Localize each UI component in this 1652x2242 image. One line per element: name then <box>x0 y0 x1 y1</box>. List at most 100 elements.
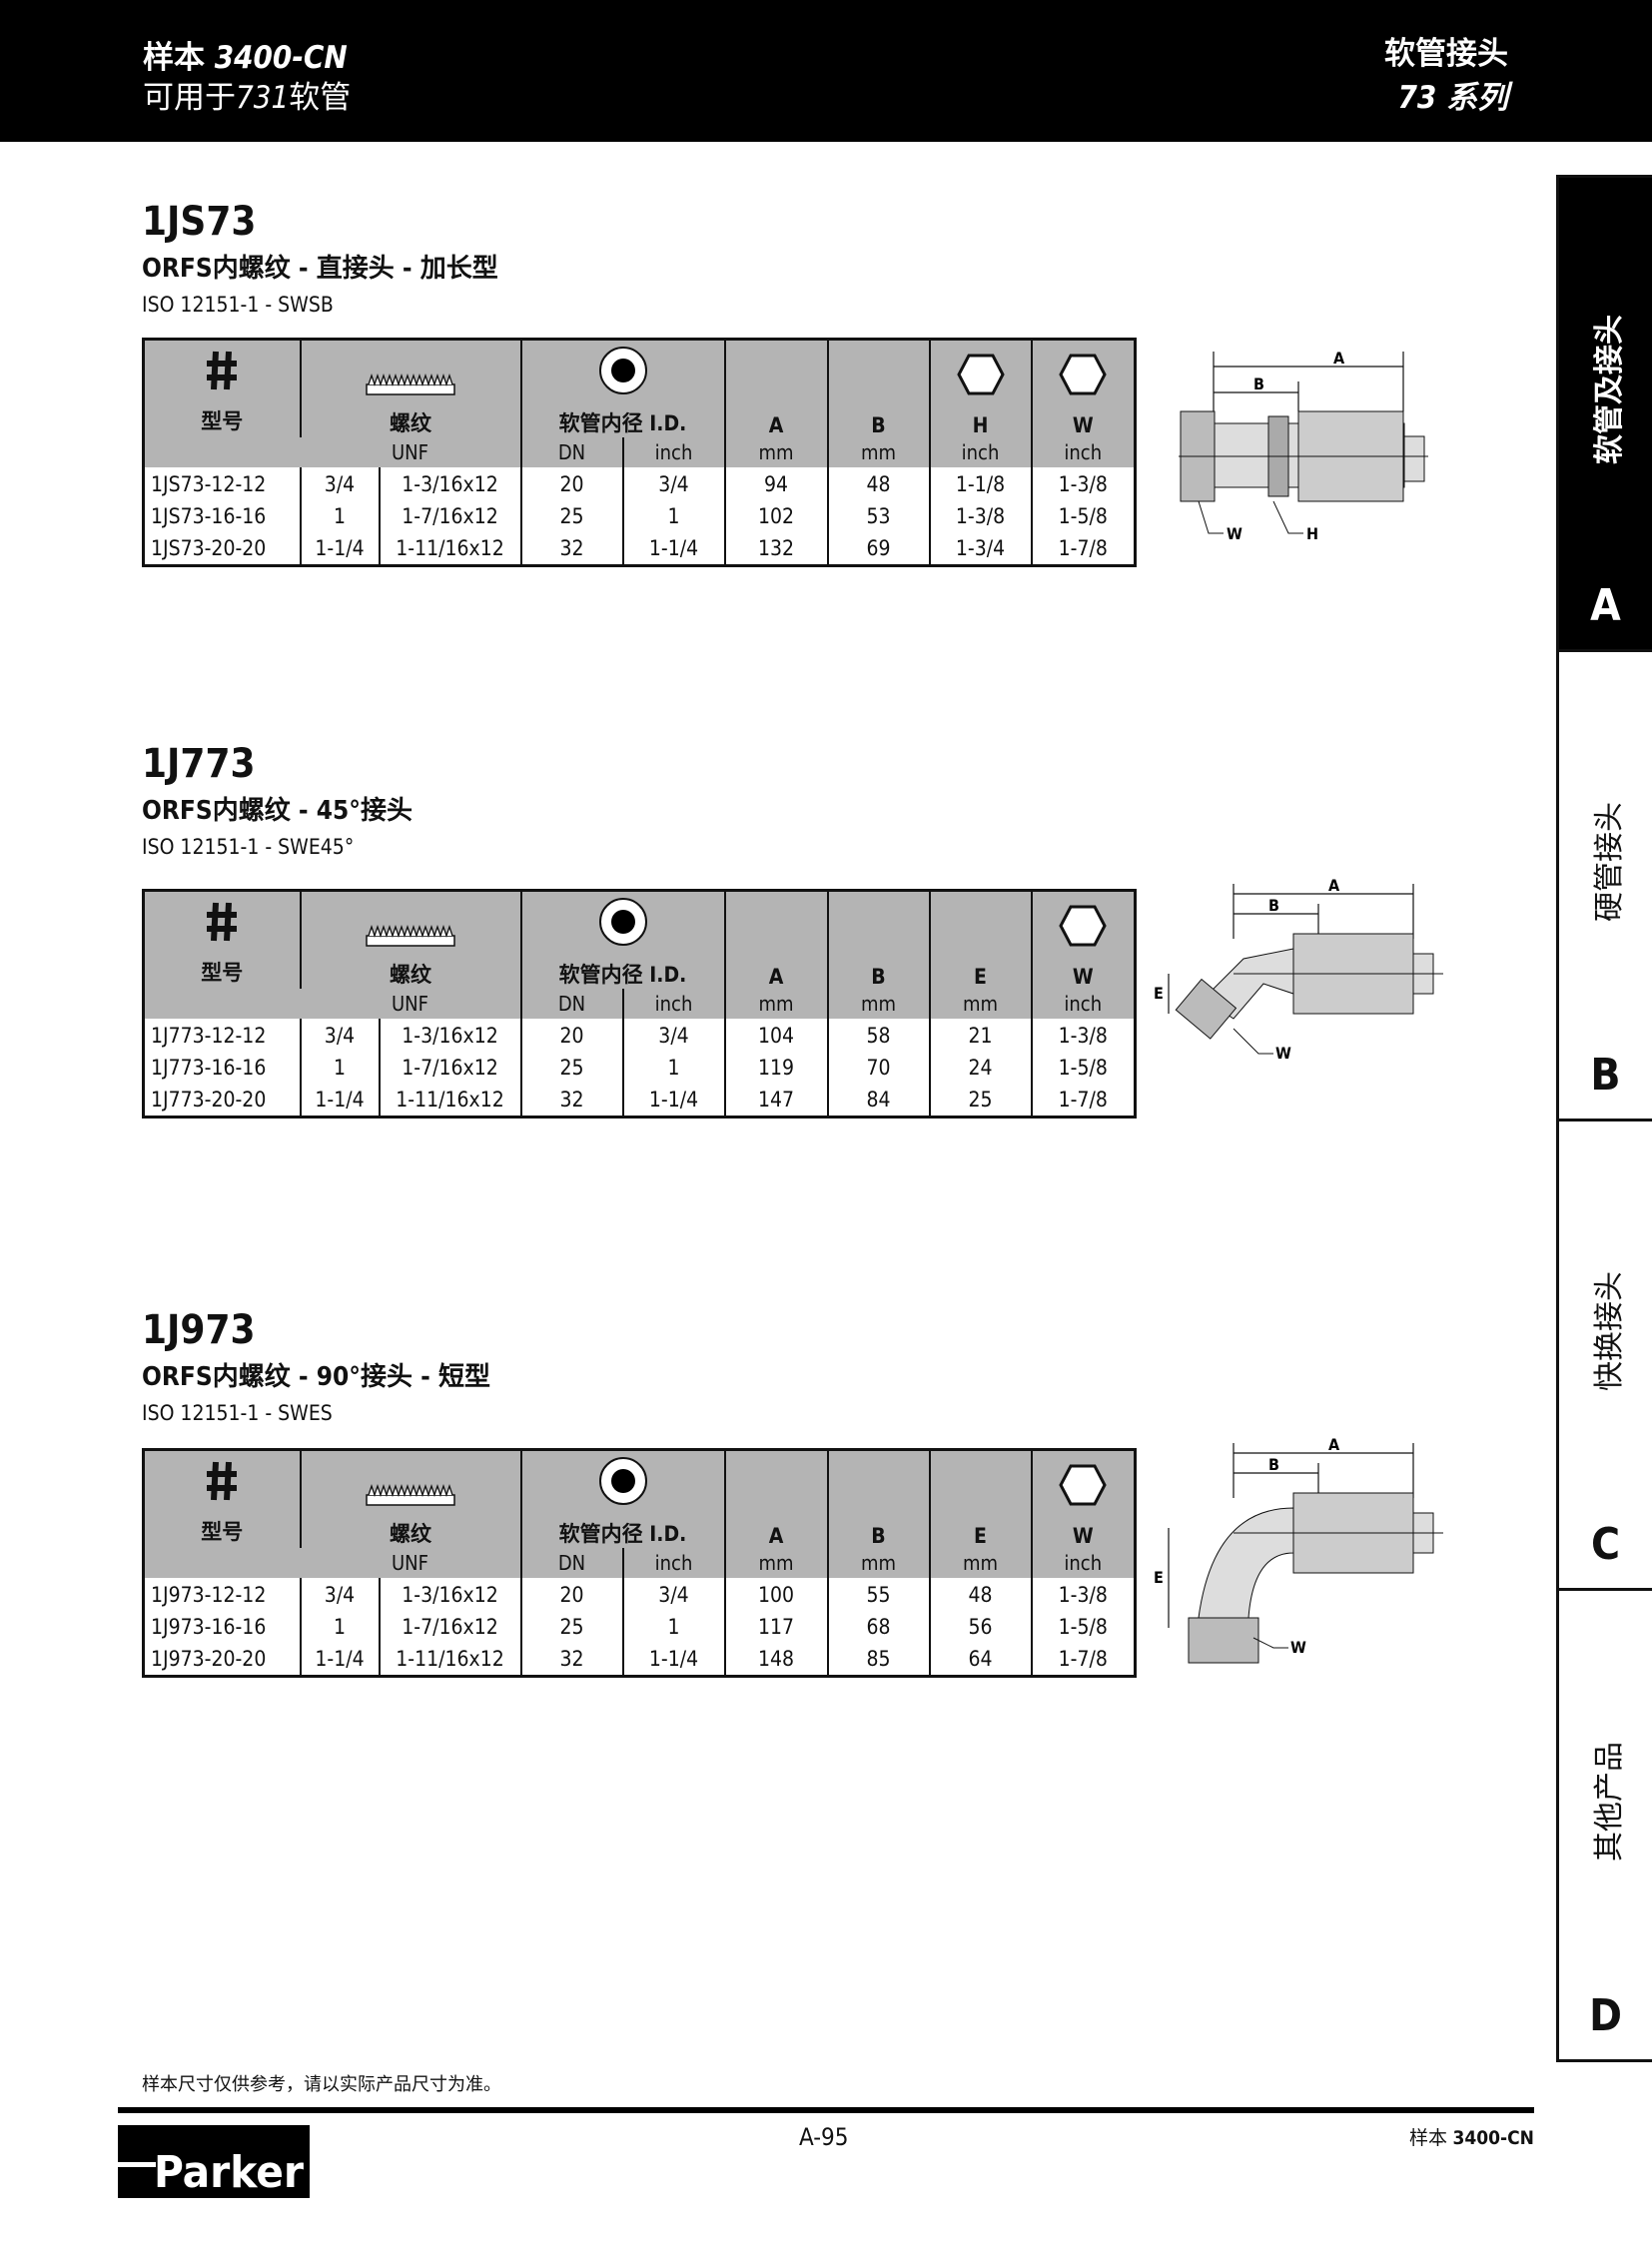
cell: 48 <box>826 466 930 500</box>
cell: 1-11/16x12 <box>378 532 521 566</box>
hash-icon <box>145 1459 300 1508</box>
side-tab-label: 快换接头 <box>1591 1271 1627 1392</box>
section-heading: 1JS73 ORFS内螺纹 - 直接头 - 加长型 ISO 12151-1 - SW… <box>142 200 498 317</box>
cell: 1-5/8 <box>1030 1610 1136 1644</box>
cell: 1-7/8 <box>1030 1084 1136 1118</box>
dim-unit: mm <box>928 1547 1032 1578</box>
cell: 3/4 <box>299 1577 380 1611</box>
45-degree-fitting-drawing: A B E W <box>1154 876 1443 1063</box>
cell: 147 <box>723 1084 828 1118</box>
hose-id-header: 软管内径 I.D. <box>519 952 725 989</box>
dim-unit: mm <box>723 436 828 467</box>
dim-b-label: B <box>1253 374 1264 393</box>
unf-unit: UNF <box>300 436 521 467</box>
cell: 1-3/16x12 <box>378 1577 521 1611</box>
thread-icon <box>299 339 521 401</box>
series-title: 73 系列 <box>1397 80 1508 116</box>
side-tab-key: C <box>1590 1519 1621 1570</box>
cell: 1 <box>621 499 725 533</box>
cell: 1-1/4 <box>621 532 725 566</box>
cell: 32 <box>519 532 623 566</box>
thread-header: 螺纹 <box>299 952 521 989</box>
dim-a-label: A <box>1333 349 1345 368</box>
cell: 1-3/8 <box>1030 1018 1136 1052</box>
part-number: 1J973-16-16 <box>142 1610 301 1644</box>
cell: 1-7/16x12 <box>378 499 521 533</box>
dn-unit: DN <box>519 436 623 467</box>
side-tab-d[interactable]: 其他产品 D <box>1556 1588 1652 2062</box>
dim-unit: mm <box>826 1547 930 1578</box>
part-header: 型号 <box>142 890 301 989</box>
table-row: 1J773-12-12 3/4 1-3/16x12 20 3/4 104 58 21 1-3/8 <box>142 1018 1136 1052</box>
dim-header: E <box>928 952 1032 989</box>
cell: 1-7/8 <box>1030 1643 1136 1677</box>
cell: 1 <box>299 499 380 533</box>
dim-unit: mm <box>928 988 1032 1019</box>
svg-text:Parker: Parker <box>154 2147 304 2198</box>
side-tab-a[interactable]: 软管及接头 A <box>1556 175 1652 649</box>
part-number: 1J773-16-16 <box>142 1051 301 1085</box>
thread-header: 螺纹 <box>299 1511 521 1548</box>
dim-header: W <box>1030 400 1136 437</box>
blank-icon-cell <box>928 890 1032 953</box>
cell: 1-5/8 <box>1030 1051 1136 1085</box>
dim-unit: mm <box>826 988 930 1019</box>
cell: 3/4 <box>299 466 380 500</box>
cell: 20 <box>519 1577 623 1611</box>
catalog-title: 样本 3400-CN <box>143 40 348 76</box>
90-degree-fitting-drawing: A B E W <box>1154 1435 1443 1664</box>
cell: 1-3/16x12 <box>378 1018 521 1052</box>
cell: 132 <box>723 532 828 566</box>
dn-unit: DN <box>519 1547 623 1578</box>
cell: 20 <box>519 466 623 500</box>
cell: 1-7/16x12 <box>378 1610 521 1644</box>
fitting-drawing: A B E W <box>1154 1435 1483 1682</box>
cell: 1 <box>299 1610 380 1644</box>
dim-w-label: W <box>1275 1044 1291 1063</box>
dim-unit: inch <box>928 436 1032 467</box>
dim-e-label: E <box>1154 1568 1164 1587</box>
cell: 1 <box>621 1051 725 1085</box>
cell: 20 <box>519 1018 623 1052</box>
iso-standard: ISO 12151-1 - SWES <box>142 1401 333 1425</box>
hose-id-header: 软管内径 I.D. <box>519 1511 725 1548</box>
dim-header: B <box>826 400 930 437</box>
cell: 1-1/4 <box>299 532 380 566</box>
dim-unit: inch <box>1030 436 1136 467</box>
dim-b-label: B <box>1268 896 1279 915</box>
hex-icon <box>1030 1449 1136 1512</box>
thread-icon <box>299 890 521 953</box>
hose-ring-icon <box>519 339 725 401</box>
table-row: 1J973-12-12 3/4 1-3/16x12 20 3/4 100 55 48 1-3/8 <box>142 1577 1136 1611</box>
part-number: 1J773-12-12 <box>142 1018 301 1052</box>
hash-icon <box>145 349 300 397</box>
blank-icon-cell <box>826 339 930 401</box>
product-subtitle: ORFS内螺纹 - 直接头 - 加长型 <box>142 254 498 284</box>
part-header: 型号 <box>142 1449 301 1548</box>
cell: 1-3/8 <box>1030 466 1136 500</box>
dim-header: E <box>928 1511 1032 1548</box>
thread-header: 螺纹 <box>299 400 521 437</box>
hose-id-header: 软管内径 I.D. <box>519 400 725 437</box>
cell: 32 <box>519 1643 623 1677</box>
dim-b-label: B <box>1268 1455 1279 1474</box>
dim-e-label: E <box>1154 984 1164 1003</box>
side-tab-key: D <box>1589 1990 1622 2041</box>
cell: 24 <box>928 1051 1032 1085</box>
cell: 25 <box>519 1051 623 1085</box>
dim-h-label: H <box>1306 524 1318 541</box>
cell: 1-3/8 <box>928 499 1032 533</box>
cell: 1-3/8 <box>1030 1577 1136 1611</box>
part-number: 1J973-12-12 <box>142 1577 301 1611</box>
spec-table: 型号 螺纹 软管内径 I.D. A B H W UNF DN inch mm mm inch inch 1… <box>142 338 1137 567</box>
side-tab-c[interactable]: 快换接头 C <box>1556 1119 1652 1588</box>
hex-icon <box>1030 890 1136 953</box>
dim-a-label: A <box>1328 1438 1340 1454</box>
part-number: 1JS73-16-16 <box>142 499 301 533</box>
dim-header: B <box>826 1511 930 1548</box>
cell: 1-11/16x12 <box>378 1084 521 1118</box>
cell: 21 <box>928 1018 1032 1052</box>
part-header: 型号 <box>142 339 301 437</box>
side-tab-b[interactable]: 硬管接头 B <box>1556 649 1652 1119</box>
cell: 25 <box>519 499 623 533</box>
